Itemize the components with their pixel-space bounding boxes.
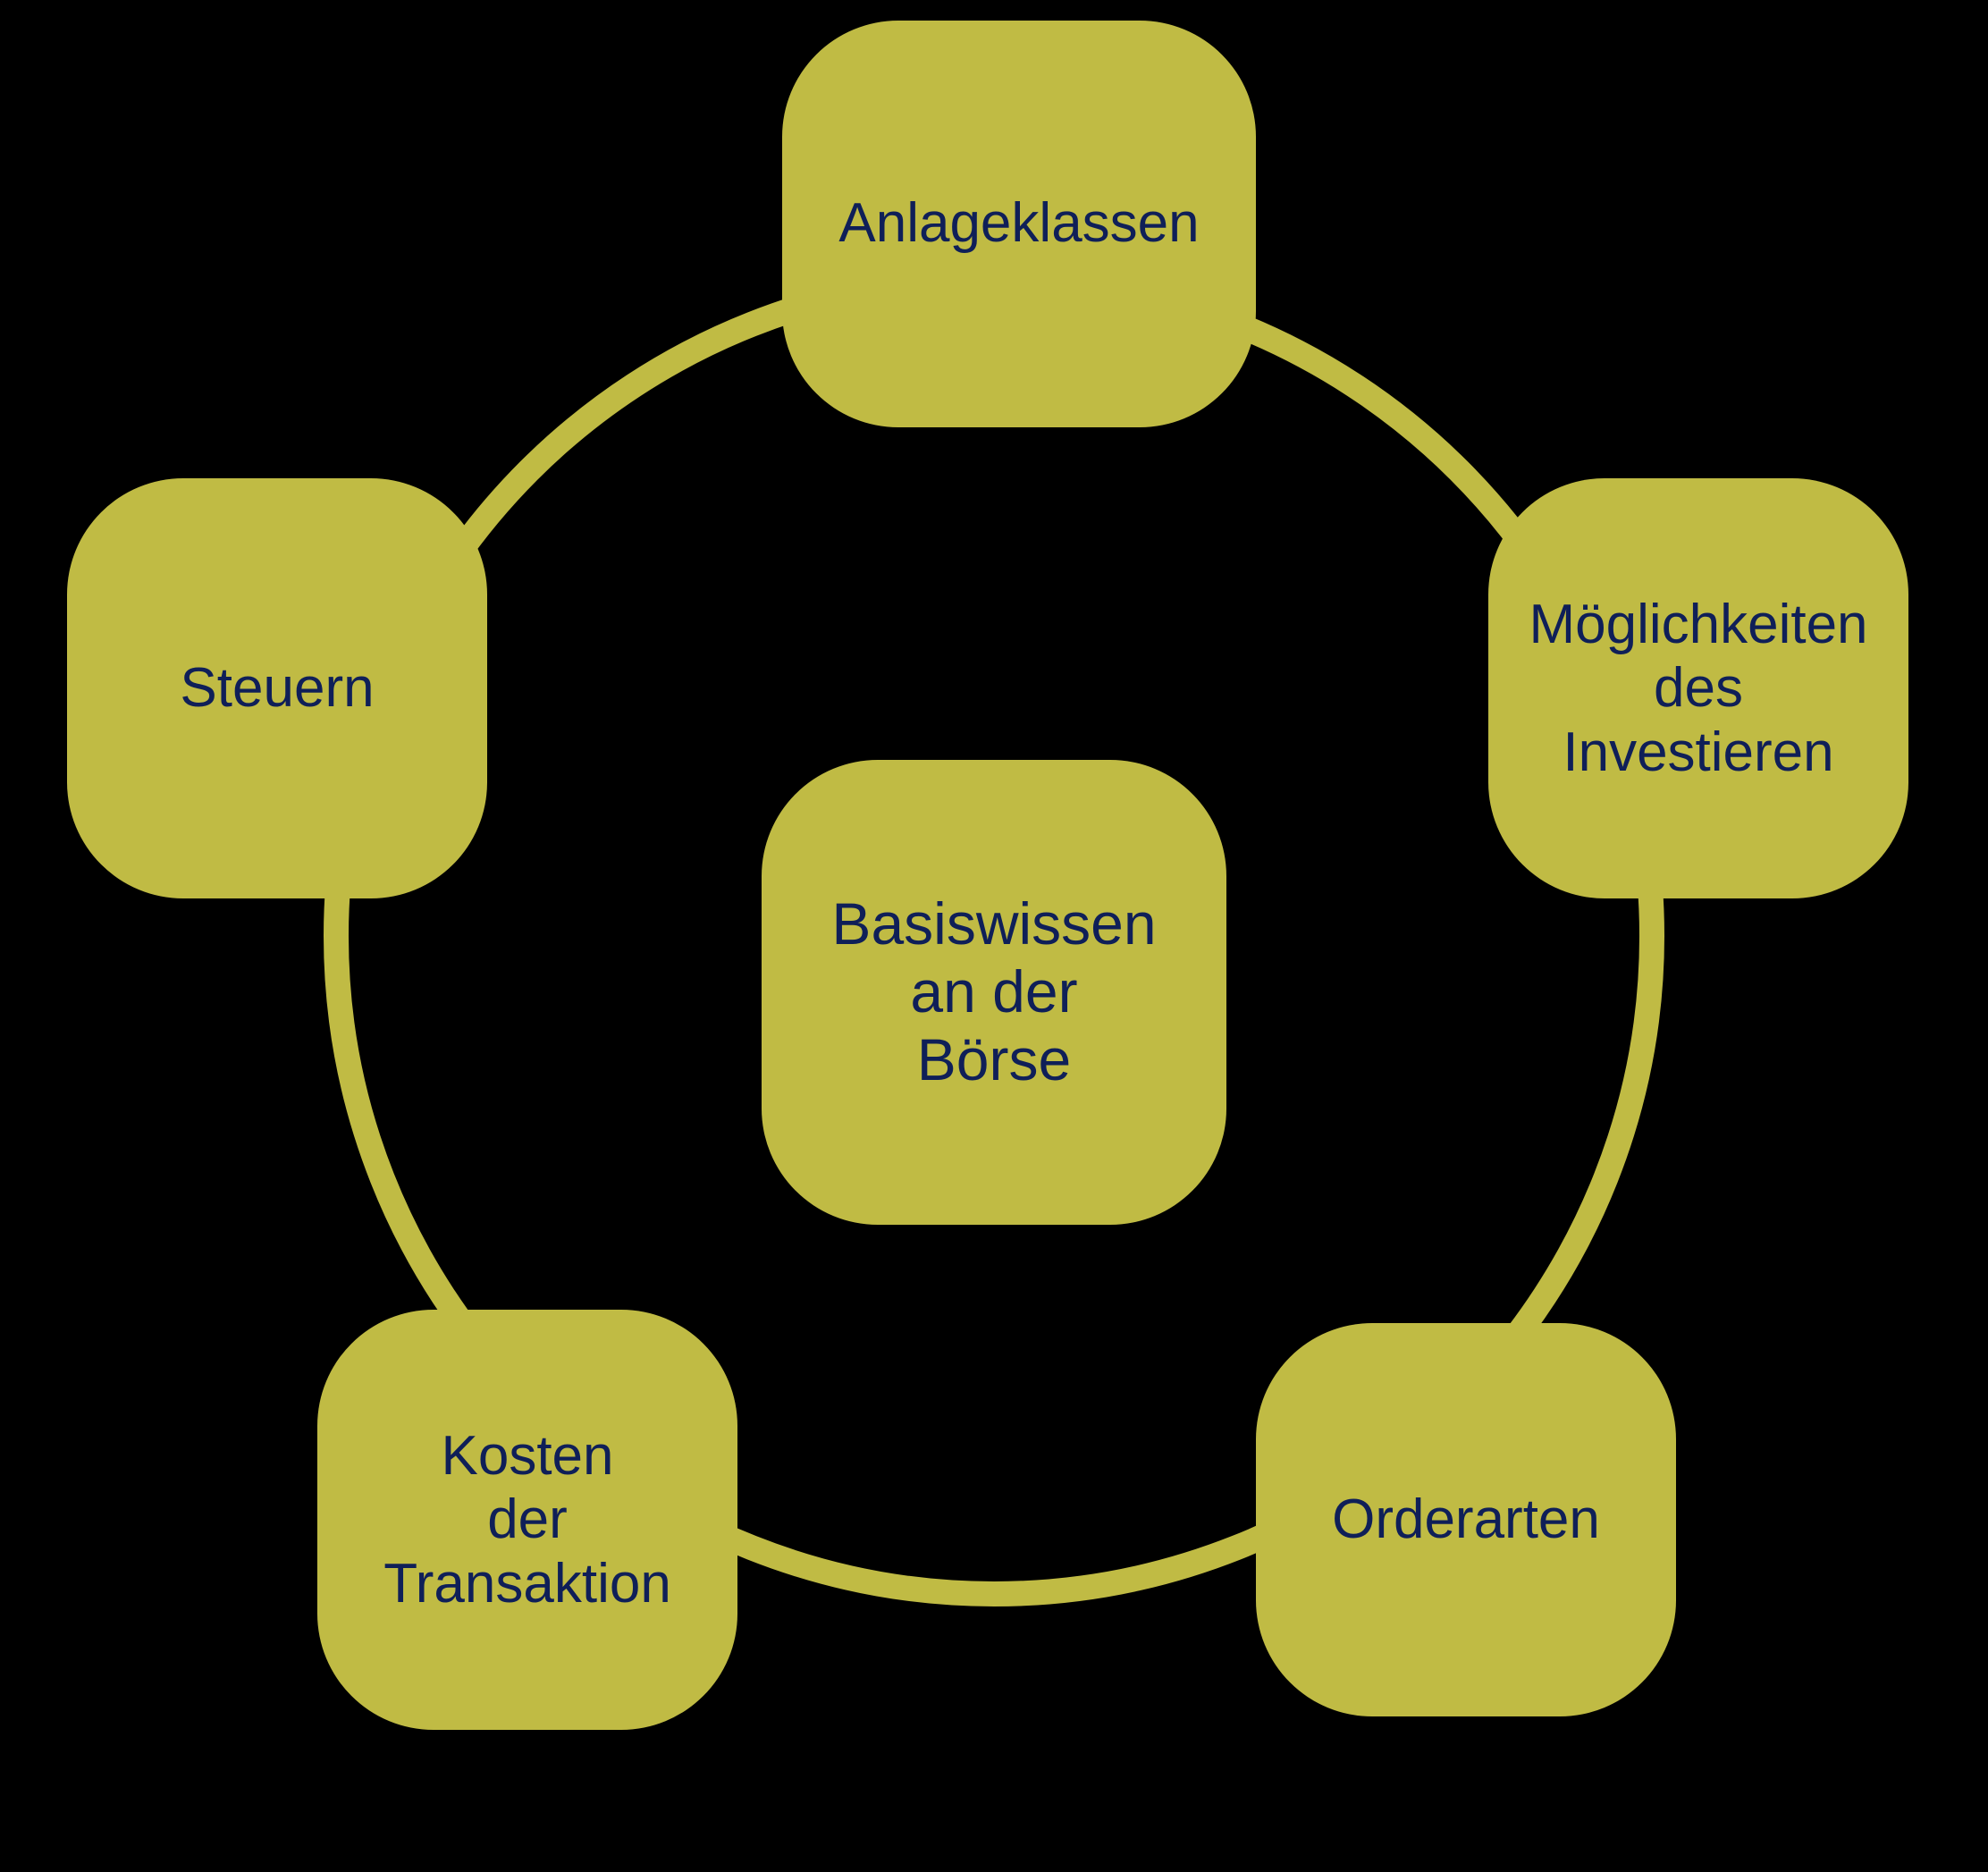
outer-node-steuern: Steuern (67, 478, 487, 898)
center-node-label: Basiswissen an der Börse (831, 890, 1156, 1094)
outer-node-label: Orderarten (1332, 1488, 1600, 1551)
outer-node-kosten: Kosten der Transaktion (317, 1310, 737, 1730)
outer-node-label: Möglichkeiten des Investieren (1529, 593, 1867, 784)
outer-node-anlageklassen: Anlageklassen (782, 21, 1256, 427)
center-node: Basiswissen an der Börse (762, 760, 1226, 1225)
outer-node-label: Kosten der Transaktion (383, 1424, 671, 1615)
outer-node-label: Anlageklassen (838, 191, 1199, 255)
outer-node-orderarten: Orderarten (1256, 1323, 1676, 1716)
outer-node-moeglichkeiten: Möglichkeiten des Investieren (1488, 478, 1908, 898)
diagram-canvas: Basiswissen an der Börse Anlageklassen M… (0, 0, 1988, 1872)
outer-node-label: Steuern (180, 656, 374, 720)
